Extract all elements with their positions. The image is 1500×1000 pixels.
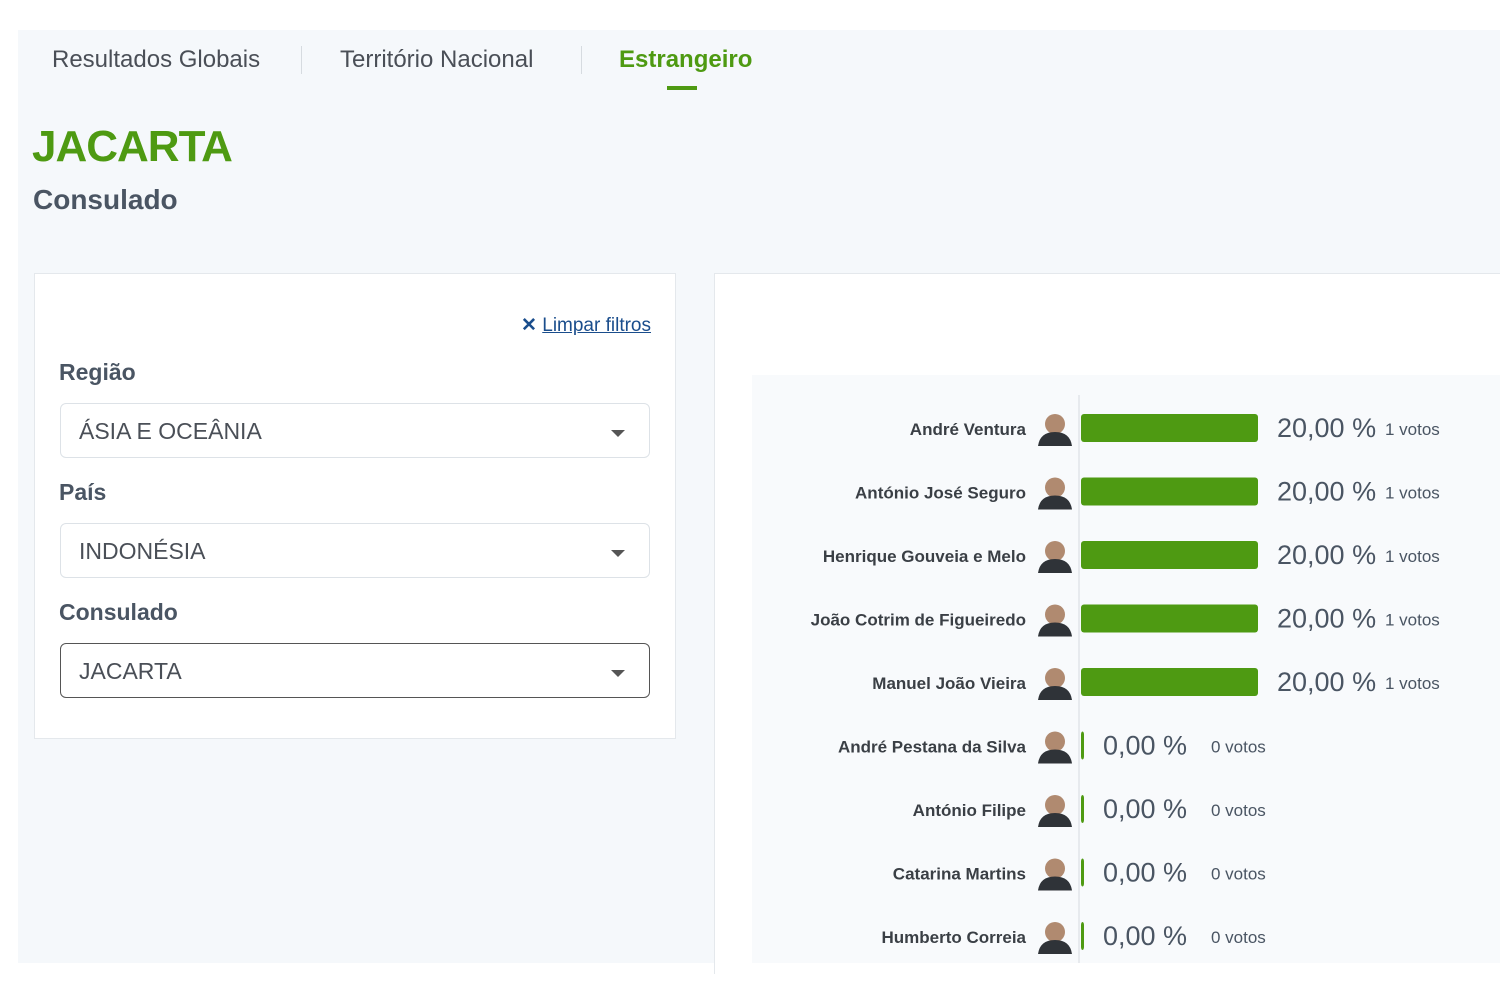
bar [1081,795,1084,823]
votes-label: 1 votos [1385,420,1440,439]
candidate-name: António Filipe [913,801,1026,820]
tab-underline [667,86,697,90]
tab[interactable]: Resultados Globais [52,46,261,73]
page-subtitle: Consulado [33,184,178,215]
bar [1081,477,1258,506]
candidate-name: Humberto Correia [881,928,1026,947]
dropdown[interactable]: INDONÉSIA [60,523,650,578]
candidate-photo-body [1038,559,1072,573]
clear-filters[interactable]: ✕ Limpar filtros [521,315,651,336]
filter-label: Consulado [59,599,178,625]
filter-card: ✕ Limpar filtros Região ÁSIA E OCEÂNIA P… [34,273,676,739]
candidate-photo-body [1038,876,1072,891]
dropdown-value: ÁSIA E OCEÂNIA [79,418,262,444]
filter-label: País [59,479,107,505]
votes-label: 1 votos [1385,547,1440,566]
tab[interactable]: Território Nacional [340,46,534,73]
candidate-photo [1045,477,1065,498]
dropdown[interactable]: ÁSIA E OCEÂNIA [60,403,650,458]
bar [1081,922,1084,950]
votes-label: 0 votos [1211,928,1266,947]
bar [1081,731,1084,760]
candidate-photo [1045,795,1065,815]
bar [1081,414,1258,442]
candidate-name: António José Seguro [855,484,1026,503]
separator [301,46,302,74]
percent-label: 20,00 % [1277,667,1376,697]
votes-label: 0 votos [1211,801,1266,820]
bar [1081,858,1084,887]
candidate-photo [1045,922,1065,942]
percent-label: 20,00 % [1277,604,1376,634]
percent-label: 20,00 % [1277,413,1376,443]
candidate-photo-body [1038,686,1072,700]
candidate-photo-body [1038,749,1072,764]
candidate-name: André Pestana da Silva [838,738,1027,757]
tab-active[interactable]: Estrangeiro [619,46,753,73]
candidate-name: Manuel João Vieira [872,674,1026,693]
percent-label: 0,00 % [1103,731,1187,761]
clear-filters-text[interactable]: Limpar filtros [542,315,651,336]
candidate-photo-body [1038,940,1072,954]
candidate-name: André Ventura [910,420,1027,439]
dropdown[interactable]: JACARTA [60,643,650,698]
votes-label: 0 votos [1211,865,1266,884]
candidate-name: Henrique Gouveia e Melo [823,547,1026,566]
percent-label: 0,00 % [1103,858,1187,888]
percent-label: 0,00 % [1103,794,1187,824]
candidate-photo [1045,731,1065,752]
votes-label: 1 votos [1385,674,1440,693]
candidate-photo-body [1038,813,1072,827]
votes-label: 1 votos [1385,484,1440,503]
votes-label: 1 votos [1385,611,1440,630]
separator [581,46,582,74]
page-title: JACARTA [32,122,233,171]
votes-label: 0 votos [1211,738,1266,757]
candidate-photo-body [1038,622,1072,637]
candidate-photo-body [1038,495,1072,510]
candidate-photo [1045,858,1065,879]
candidate-photo-body [1038,432,1072,446]
candidate-photo [1045,604,1065,625]
candidate-photo [1045,541,1065,561]
candidate-photo [1045,414,1065,434]
dropdown-value: JACARTA [79,658,182,684]
candidate-photo [1045,668,1065,688]
percent-label: 0,00 % [1103,921,1187,951]
percent-label: 20,00 % [1277,477,1376,507]
dropdown-value: INDONÉSIA [79,538,206,564]
percent-label: 20,00 % [1277,540,1376,570]
filter-label: Região [59,359,136,385]
candidate-name: João Cotrim de Figueiredo [811,611,1026,630]
bar [1081,668,1258,696]
bar [1081,604,1258,633]
bar [1081,541,1258,569]
candidate-name: Catarina Martins [893,865,1026,884]
